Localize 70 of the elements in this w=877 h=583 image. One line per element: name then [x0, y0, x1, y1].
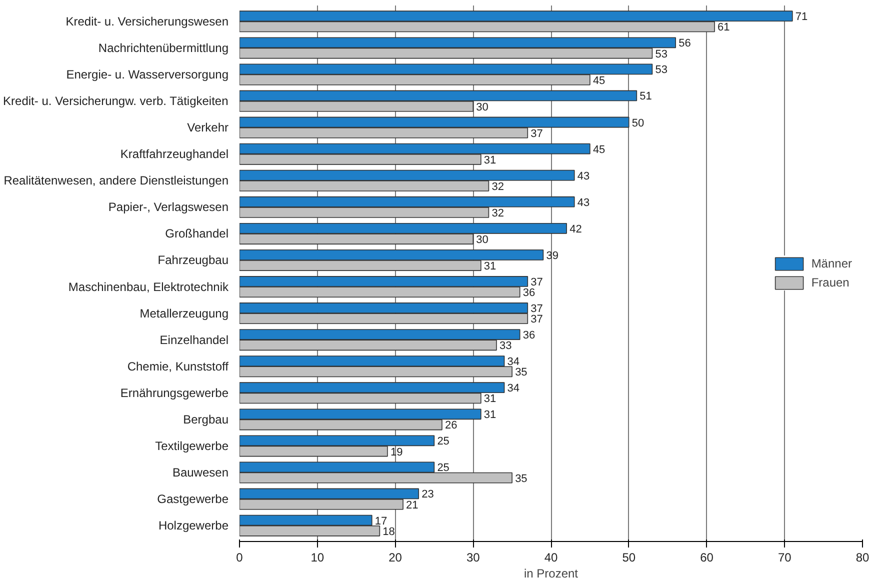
- x-tick-label: 20: [388, 550, 402, 564]
- y-tick-label: Fahrzeugbau: [158, 253, 228, 268]
- y-tick-label: Kredit- u. Versicherungswesen: [66, 14, 228, 28]
- x-tick-label: 80: [856, 550, 870, 564]
- y-tick-label: Energie- u. Wasserversorgung: [66, 67, 229, 82]
- x-tick-label: 70: [778, 550, 792, 564]
- data-label: 56: [678, 38, 691, 50]
- y-tick-label: Maschinenbau, Elektrotechnik: [68, 280, 230, 294]
- x-axis-title: in Prozent: [524, 566, 579, 580]
- data-label: 21: [406, 499, 418, 512]
- y-tick-label: Textilgewerbe: [155, 438, 229, 453]
- legend-label: Frauen: [811, 276, 850, 290]
- y-tick-label: Realitätenwesen, andere Dienstleistungen: [4, 174, 228, 188]
- data-label: 37: [530, 276, 543, 288]
- legend-label: Männer: [811, 256, 852, 270]
- x-tick-label: 0: [236, 550, 244, 564]
- data-label: 53: [655, 48, 668, 60]
- data-label: 30: [476, 234, 488, 246]
- data-label: 43: [577, 196, 590, 209]
- y-tick-label: Kredit- u. Versicherungw. verb. Tätigkeiten: [3, 94, 228, 108]
- data-label: 32: [492, 207, 504, 220]
- data-label: 23: [422, 488, 434, 501]
- data-label: 34: [507, 382, 520, 395]
- x-tick-label: 50: [622, 550, 636, 564]
- y-tick-label: Gastgewerbe: [157, 492, 229, 506]
- data-label: 31: [484, 409, 496, 422]
- data-label: 18: [382, 526, 395, 538]
- y-tick-label: Kraftfahrzeughandel: [120, 147, 228, 162]
- data-label: 36: [522, 330, 536, 342]
- y-tick-label: Papier-, Verlagswesen: [108, 200, 229, 214]
- data-label: 61: [718, 22, 730, 34]
- data-label: 51: [640, 90, 652, 103]
- y-tick-label: Großhandel: [165, 226, 229, 241]
- data-label: 17: [374, 515, 388, 528]
- data-label: 50: [632, 117, 644, 130]
- y-tick-label: Nachrichtenübermittlung: [98, 40, 229, 55]
- data-label: 71: [795, 11, 808, 24]
- data-label: 35: [515, 366, 528, 379]
- data-label: 45: [592, 74, 606, 87]
- data-label: 36: [522, 287, 536, 300]
- data-label: 53: [655, 64, 668, 76]
- data-label: 31: [484, 260, 496, 273]
- y-tick-label: Holzgewerbe: [158, 518, 229, 533]
- data-label: 25: [437, 436, 450, 448]
- data-label: 37: [530, 128, 543, 140]
- y-tick-label: Metallerzeugung: [140, 306, 229, 320]
- data-label: 37: [530, 314, 543, 326]
- data-label: 25: [437, 462, 450, 474]
- data-label: 45: [592, 144, 606, 156]
- data-label: 31: [484, 393, 496, 406]
- x-tick-label: 10: [310, 550, 324, 564]
- data-label: 35: [515, 472, 528, 485]
- y-tick-label: Einzelhandel: [160, 332, 228, 347]
- data-label: 30: [476, 101, 488, 114]
- x-tick-label: 30: [466, 550, 480, 564]
- data-label: 34: [507, 356, 520, 368]
- data-label: 33: [499, 340, 512, 352]
- y-tick-label: Ernährungsgewerbe: [120, 386, 229, 400]
- y-tick-label: Chemie, Kunststoff: [127, 359, 230, 374]
- data-label: 42: [570, 223, 582, 236]
- y-tick-label: Bauwesen: [172, 466, 229, 480]
- data-label: 32: [492, 180, 504, 193]
- x-tick-label: 60: [700, 550, 714, 564]
- data-label: 26: [444, 420, 458, 432]
- data-label: 31: [484, 154, 496, 166]
- y-tick-label: Verkehr: [187, 120, 229, 135]
- data-label: 43: [577, 170, 590, 182]
- x-tick-label: 40: [544, 550, 558, 564]
- y-tick-label: Bergbau: [183, 412, 229, 426]
- data-label: 37: [530, 302, 543, 315]
